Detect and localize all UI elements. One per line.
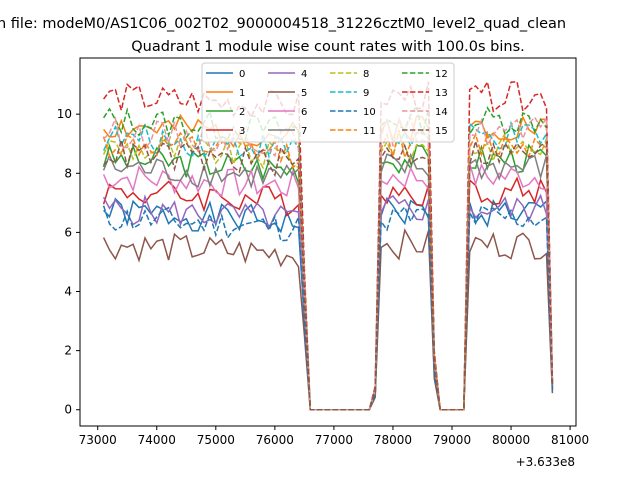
legend-label: 12 [435, 69, 448, 80]
legend-label: 3 [239, 126, 245, 137]
x-tick-label: 73000 [79, 433, 117, 447]
x-tick-label: 75000 [197, 433, 235, 447]
series-layer [102, 79, 554, 411]
y-tick-label: 4 [64, 285, 72, 299]
legend-label: 0 [239, 69, 245, 80]
series-line-11 [102, 129, 554, 411]
legend-label: 14 [435, 107, 448, 118]
legend-label: 2 [239, 107, 245, 118]
x-offset-text: +3.633e8 [516, 455, 575, 469]
legend-label: 5 [301, 88, 307, 99]
y-tick-label: 0 [64, 403, 72, 417]
y-axis: 0 2 4 6 8 10 [57, 107, 80, 417]
series-line-15 [103, 138, 554, 411]
legend-label: 6 [301, 107, 307, 118]
x-tick-label: 74000 [138, 433, 176, 447]
x-tick-label: 78000 [374, 433, 412, 447]
y-tick-label: 8 [64, 166, 72, 180]
x-tick-label: 81000 [551, 433, 589, 447]
legend-label: 8 [363, 69, 369, 80]
y-tick-label: 2 [64, 344, 72, 358]
y-tick-label: 6 [64, 225, 72, 239]
x-tick-label: 79000 [433, 433, 471, 447]
legend-label: 13 [435, 88, 448, 99]
legend-label: 7 [301, 126, 307, 137]
legend-label: 15 [435, 126, 448, 137]
figure-suptitle: n file: modeM0/AS1C06_002T02_9000004518_… [0, 16, 566, 32]
series-line-12 [102, 104, 554, 411]
legend-box [201, 62, 455, 143]
legend-label: 10 [363, 107, 376, 118]
x-axis: 73000 74000 75000 76000 77000 78000 79000 80000… [79, 426, 589, 447]
plot-frame [79, 57, 577, 427]
chart-title: Quadrant 1 module wise count rates with … [131, 39, 525, 55]
legend-label: 11 [363, 126, 376, 137]
x-tick-label: 76000 [256, 433, 294, 447]
legend-label: 1 [239, 88, 245, 99]
x-tick-label: 77000 [315, 433, 353, 447]
legend-label: 4 [301, 69, 307, 80]
legend-label: 9 [363, 88, 369, 99]
y-tick-label: 10 [57, 107, 72, 121]
x-tick-label: 80000 [492, 433, 530, 447]
